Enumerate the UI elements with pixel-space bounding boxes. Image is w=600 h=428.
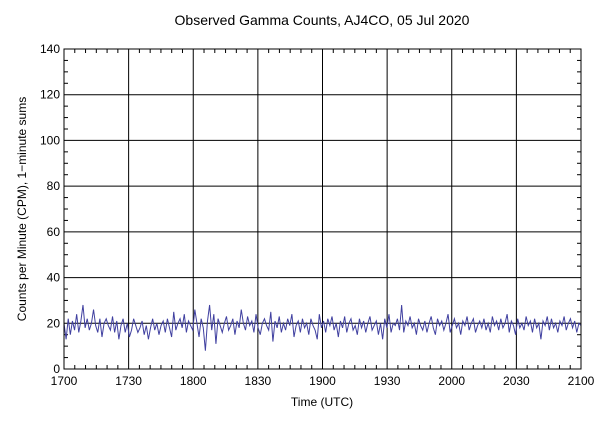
x-tick-label: 1830: [245, 374, 272, 388]
x-tick-label: 1730: [115, 374, 142, 388]
x-axis-ticks: 1700 1730 1800 1830 1900 1930 2000 2030 2100: [51, 374, 595, 388]
x-tick-label: 2100: [568, 374, 595, 388]
x-tick-label: 2030: [503, 374, 530, 388]
x-tick-label: 1700: [51, 374, 78, 388]
y-axis-label: Counts per Minute (CPM), 1−minute sums: [15, 97, 29, 321]
minor-ticks: [64, 49, 581, 369]
y-tick-label: 120: [40, 88, 60, 102]
y-axis-ticks: 0 20 40 60 80 100 120 140: [40, 42, 60, 376]
plot-frame: [63, 48, 582, 370]
grid-lines: [64, 49, 581, 369]
x-tick-label: 1900: [309, 374, 336, 388]
y-tick-label: 40: [47, 271, 61, 285]
x-tick-label: 2000: [438, 374, 465, 388]
series-line: [63, 304, 582, 351]
y-tick-label: 0: [53, 362, 60, 376]
chart-title: Observed Gamma Counts, AJ4CO, 05 Jul 202…: [175, 12, 470, 28]
y-tick-label: 80: [47, 179, 61, 193]
y-tick-label: 60: [47, 225, 61, 239]
y-tick-label: 20: [47, 316, 61, 330]
x-axis-label: Time (UTC): [291, 395, 353, 409]
y-tick-label: 140: [40, 42, 60, 56]
plot-area: [63, 48, 582, 370]
y-tick-label: 100: [40, 133, 60, 147]
x-tick-label: 1930: [374, 374, 401, 388]
x-tick-label: 1800: [180, 374, 207, 388]
